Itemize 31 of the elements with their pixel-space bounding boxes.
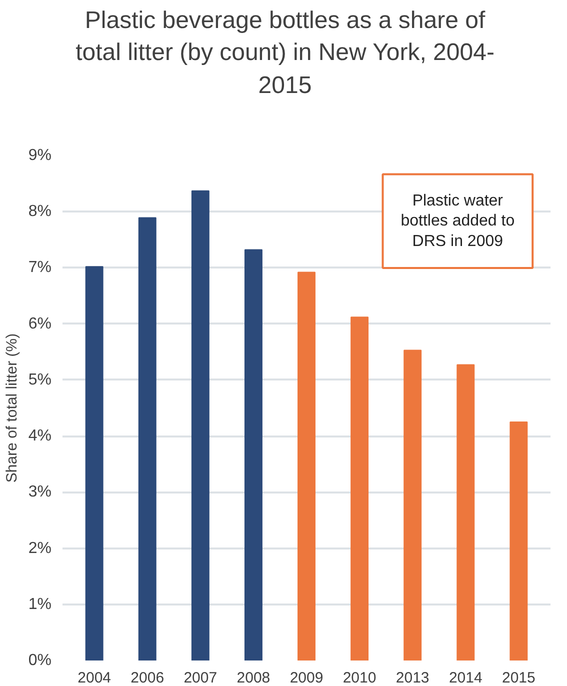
bar [404,350,422,660]
x-tick-label: 2008 [236,670,270,686]
bar [85,266,104,660]
x-tick-label: 2009 [290,670,324,686]
y-axis-title: Share of total litter (%) [3,333,20,483]
y-tick-label: 0% [28,652,52,669]
x-tick-label: 2007 [184,670,218,686]
bar [191,190,210,660]
chart-title: Plastic beverage bottles as a share of total litter (by count) in New York, 2004-2015 [74,6,496,101]
x-tick-label: 2006 [130,670,164,686]
x-tick-label: 2004 [78,670,112,686]
y-tick-label: 1% [28,596,52,613]
bar [510,422,528,660]
bar [244,249,262,660]
y-tick-label: 8% [28,203,52,220]
x-tick-label: 2015 [502,670,536,686]
y-tick-label: 9% [28,147,52,164]
x-tick-label: 2014 [448,670,482,686]
bar [298,272,316,660]
y-tick-label: 5% [28,371,52,388]
y-tick-label: 7% [28,259,52,276]
y-tick-label: 2% [28,540,52,557]
y-tick-label: 6% [28,315,52,332]
bar [456,364,475,660]
bar [138,217,156,660]
x-tick-label: 2013 [396,670,430,686]
y-tick-label: 4% [28,428,52,445]
x-tick-label: 2010 [342,670,376,686]
y-tick-label: 3% [28,484,52,501]
bar [350,316,369,660]
annotation: Plastic water bottles added to DRS in 2009 [400,192,515,250]
